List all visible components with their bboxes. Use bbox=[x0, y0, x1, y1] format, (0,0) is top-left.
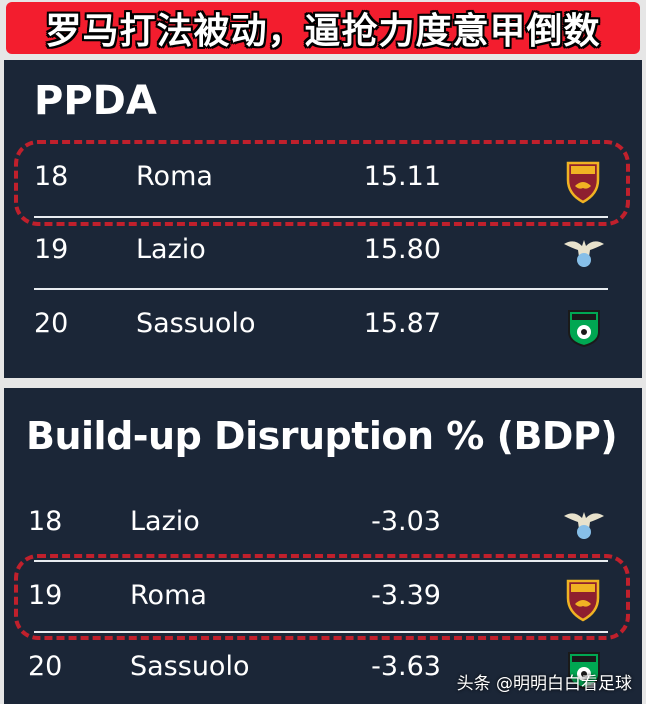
roma-highlight-box bbox=[14, 140, 630, 226]
value-cell: -3.63 bbox=[371, 651, 441, 682]
value-cell: -3.39 bbox=[371, 580, 441, 611]
team-cell: Lazio bbox=[130, 506, 200, 537]
lazio-eagle-icon bbox=[564, 240, 604, 267]
row-divider bbox=[34, 560, 608, 562]
value-cell: -3.03 bbox=[371, 506, 441, 537]
team-cell: Sassuolo bbox=[130, 651, 250, 682]
team-cell: Lazio bbox=[136, 234, 206, 265]
ppda-title: PPDA bbox=[34, 78, 157, 124]
row-divider bbox=[34, 288, 608, 290]
team-cell: Roma bbox=[136, 161, 213, 192]
sassuolo-crest-icon bbox=[568, 310, 600, 348]
value-cell: 15.87 bbox=[363, 308, 441, 339]
value-cell: 15.11 bbox=[363, 161, 441, 192]
value-cell: 15.80 bbox=[363, 234, 441, 265]
ppda-panel: PPDA 18 Roma 15.11 19 Lazio 15.80 20 Sas… bbox=[4, 60, 642, 378]
rank-cell: 20 bbox=[34, 308, 69, 339]
headline-text: 罗马打法被动，逼抢力度意甲倒数 bbox=[45, 11, 601, 52]
headline-banner: 罗马打法被动，逼抢力度意甲倒数 bbox=[6, 2, 640, 54]
rank-cell: 18 bbox=[34, 161, 69, 192]
bdp-panel: Build-up Disruption % (BDP) 18 Lazio -3.… bbox=[4, 388, 642, 704]
rank-cell: 20 bbox=[28, 651, 63, 682]
sassuolo-crest-icon bbox=[568, 652, 600, 690]
row-divider bbox=[34, 216, 608, 218]
rank-cell: 19 bbox=[28, 580, 63, 611]
bdp-title: Build-up Disruption % (BDP) bbox=[26, 414, 618, 458]
team-cell: Roma bbox=[130, 580, 207, 611]
roma-highlight-box bbox=[14, 554, 630, 640]
watermark: 头条 @明明白白看足球 bbox=[456, 674, 632, 694]
roma-crest-icon bbox=[566, 161, 600, 204]
lazio-eagle-icon bbox=[564, 512, 604, 539]
rank-cell: 19 bbox=[34, 234, 69, 265]
rank-cell: 18 bbox=[28, 506, 63, 537]
roma-crest-icon bbox=[566, 579, 600, 622]
row-divider bbox=[34, 631, 608, 633]
team-cell: Sassuolo bbox=[136, 308, 256, 339]
